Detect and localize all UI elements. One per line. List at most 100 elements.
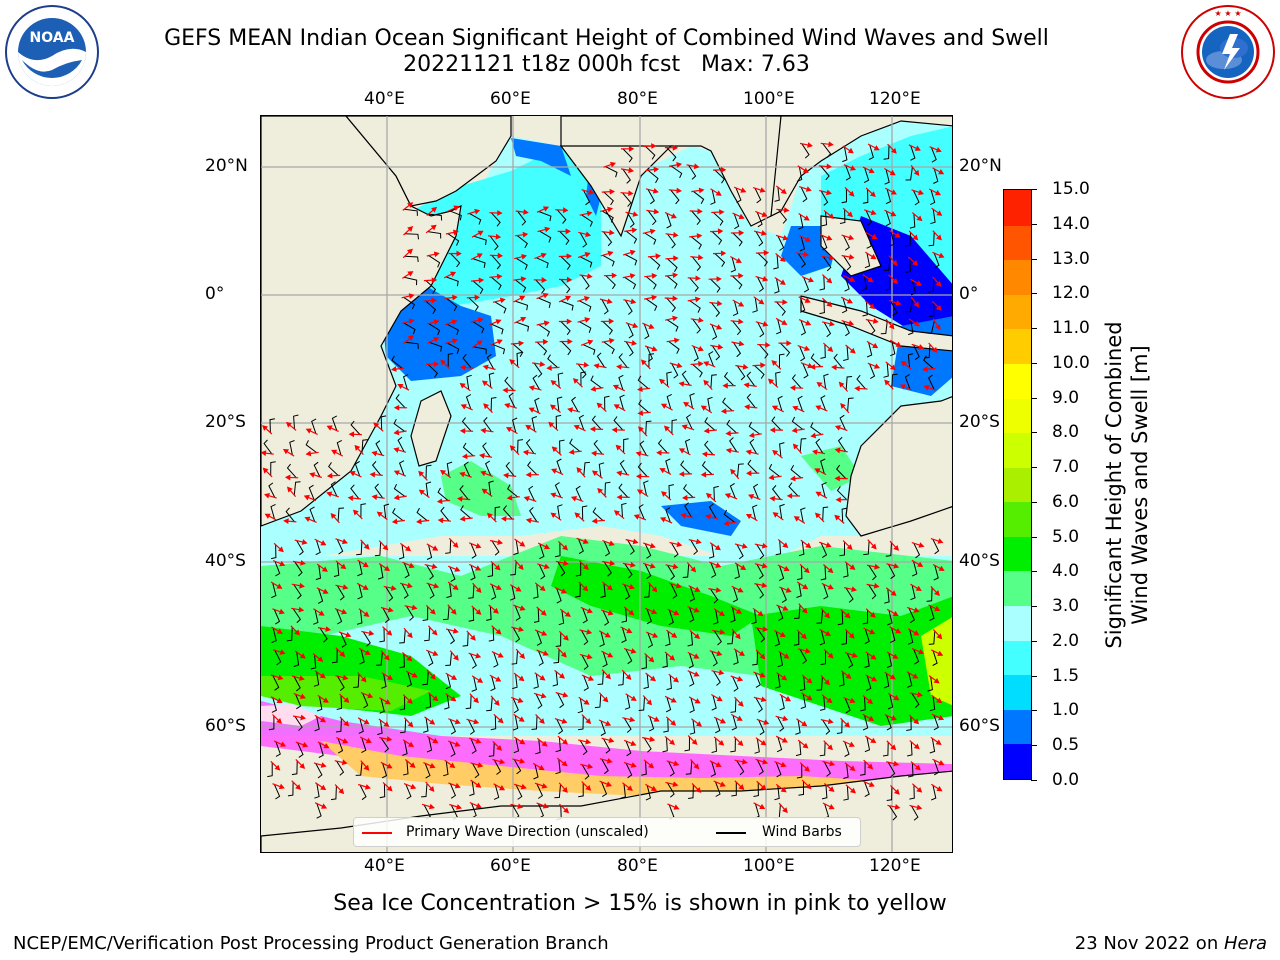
wave-direction-arrowhead [515, 586, 522, 592]
wind-barb [446, 297, 458, 312]
wave-direction-arrowhead [605, 781, 612, 787]
wind-barb [820, 650, 826, 666]
wave-direction-arrowhead [703, 379, 710, 386]
wind-barb [690, 539, 699, 555]
wave-direction-arrowhead [538, 718, 545, 724]
wave-direction-arrowhead [717, 343, 724, 350]
wave-direction-arrowhead [542, 293, 549, 299]
wave-direction-arrowhead [609, 188, 616, 195]
wave-direction-arrowhead [870, 737, 877, 744]
wind-barb [708, 503, 717, 519]
wave-direction-arrowhead [475, 782, 482, 788]
wind-barb [421, 783, 428, 798]
wave-direction-arrowhead [649, 736, 656, 742]
wave-direction-arrowhead [672, 315, 679, 322]
wind-barb [462, 353, 472, 369]
wind-barb [776, 319, 782, 335]
wind-barb [746, 393, 756, 409]
wind-barb [469, 781, 475, 797]
wind-barb [618, 374, 624, 391]
wave-direction-arrowhead [748, 432, 755, 439]
axis-tick-label: 60°E [490, 89, 531, 109]
wind-barb [730, 698, 737, 713]
wave-direction-arrowhead [452, 542, 459, 548]
wave-direction-arrowhead [827, 567, 834, 574]
wave-direction-arrowhead [493, 699, 500, 706]
wave-direction-arrowhead [461, 453, 468, 460]
wave-direction-arrowhead [761, 562, 768, 569]
wave-direction-arrowhead [431, 206, 438, 213]
wind-barb [315, 539, 321, 556]
wind-barb [271, 697, 277, 713]
wind-barb [670, 165, 683, 179]
wave-direction-arrowhead [759, 672, 766, 678]
wind-barb [911, 693, 920, 709]
wave-direction-arrowhead [738, 340, 745, 347]
wind-barb [623, 584, 631, 600]
wind-barb [291, 760, 298, 776]
wave-direction-arrowhead [827, 584, 834, 590]
wind-barb-swatch [716, 832, 746, 834]
wave-direction-arrowhead [629, 716, 636, 723]
wave-direction-arrowhead [562, 634, 569, 641]
wind-barb [336, 609, 343, 625]
wave-direction-arrowhead [827, 744, 833, 751]
wave-direction-arrowhead [714, 544, 721, 551]
wave-direction-arrowhead [560, 588, 567, 594]
wind-barb [383, 503, 390, 519]
colorbar-tick-label: 14.0 [1052, 213, 1090, 234]
wind-barb [752, 483, 759, 500]
wave-direction-arrowhead [548, 421, 555, 428]
wind-barb [395, 394, 406, 409]
wind-barb [643, 323, 650, 340]
wave-direction-arrowhead [803, 345, 811, 352]
wind-barb [791, 374, 802, 389]
graticule [261, 116, 952, 852]
wind-barb [776, 301, 786, 316]
wave-direction-arrowhead [566, 276, 573, 283]
wind-barb [726, 419, 737, 434]
wave-direction-arrowhead [567, 338, 573, 345]
wave-direction-arrowhead [568, 449, 575, 455]
wave-direction-arrowhead [871, 676, 878, 682]
wind-barb [309, 506, 316, 522]
wave-direction-arrowhead [373, 422, 380, 429]
wind-barb [859, 761, 866, 776]
wind-barb [736, 544, 744, 560]
wave-direction-arrowhead [720, 250, 727, 257]
wave-direction-arrowhead [693, 763, 700, 770]
wave-direction-arrowhead [612, 384, 619, 391]
wind-barb [328, 462, 339, 476]
wind-barb [846, 652, 854, 669]
wave-direction-arrowhead [610, 161, 616, 168]
wind-barb [839, 542, 845, 557]
wind-barb [557, 561, 566, 577]
wave-direction-arrowhead [740, 187, 747, 193]
wave-direction-arrowhead [899, 384, 906, 390]
wave-direction-arrowhead [605, 720, 612, 726]
wind-barb [662, 653, 668, 668]
wind-barb [380, 737, 390, 753]
wave-direction-arrowhead [495, 628, 502, 635]
wind-barb [557, 692, 565, 709]
wave-direction-arrowhead [347, 495, 354, 502]
wind-barb [665, 631, 671, 647]
wave-direction-arrowhead [650, 785, 658, 791]
wave-direction-arrowhead [408, 562, 415, 569]
wind-barb [447, 233, 460, 246]
colorbar-segment [1004, 328, 1031, 364]
wave-direction-arrowhead [849, 787, 856, 794]
wave-direction-arrowhead [583, 361, 590, 368]
wind-barb [447, 353, 454, 368]
wind-barb [839, 414, 846, 431]
wind-barb [560, 279, 571, 294]
wave-direction-arrowhead [606, 757, 613, 764]
wave-direction-arrowhead [782, 605, 789, 611]
wind-barb [788, 482, 799, 497]
wind-barb [446, 323, 459, 336]
wave-direction-arrowhead [494, 564, 501, 571]
wind-barb [775, 762, 782, 778]
wave-direction-arrowhead [637, 410, 644, 416]
wind-barb [560, 300, 574, 311]
axis-tick-label: 120°E [869, 856, 921, 876]
